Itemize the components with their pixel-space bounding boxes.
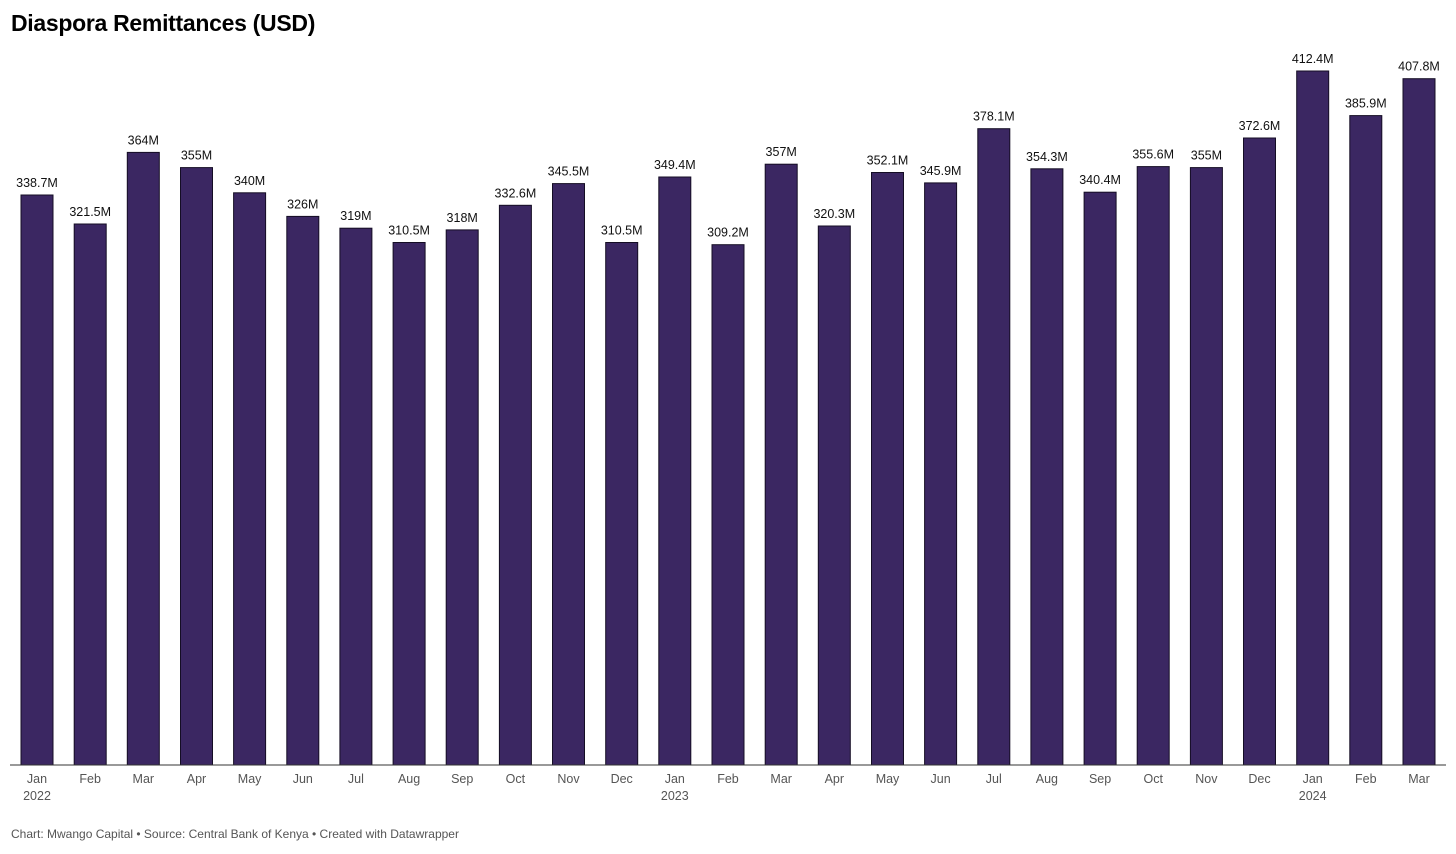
x-year-label-2024: 2024: [1299, 789, 1327, 803]
x-tick-label-19: Aug: [1036, 772, 1058, 786]
x-tick-label-9: Oct: [506, 772, 526, 786]
x-tick-label-5: Jun: [293, 772, 313, 786]
value-label-24: 412.4M: [1292, 52, 1334, 66]
value-label-25: 385.9M: [1345, 97, 1387, 111]
bar-17: [924, 182, 958, 766]
value-label-19: 354.3M: [1026, 150, 1068, 164]
chart-title: Diaspora Remittances (USD): [11, 10, 316, 36]
value-label-3: 355M: [181, 149, 212, 163]
value-label-11: 310.5M: [601, 224, 643, 238]
x-tick-label-14: Mar: [770, 772, 792, 786]
x-tick-label-7: Aug: [398, 772, 420, 786]
x-tick-label-17: Jun: [931, 772, 951, 786]
x-tick-label-8: Sep: [451, 772, 473, 786]
x-tick-label-20: Sep: [1089, 772, 1111, 786]
x-tick-label-21: Oct: [1143, 772, 1163, 786]
value-label-18: 378.1M: [973, 110, 1015, 124]
bar-4: [233, 192, 267, 766]
bar-14: [764, 163, 798, 766]
x-tick-label-25: Feb: [1355, 772, 1377, 786]
bar-21: [1136, 166, 1170, 766]
value-label-9: 332.6M: [495, 186, 537, 200]
chart-footer: Chart: Mwango Capital • Source: Central …: [11, 827, 459, 841]
x-tick-label-4: May: [238, 772, 262, 786]
x-tick-label-24: Jan: [1303, 772, 1323, 786]
bar-9: [498, 204, 532, 766]
value-label-8: 318M: [447, 211, 478, 225]
bar-15: [817, 225, 851, 766]
bar-10: [552, 183, 585, 766]
value-label-23: 372.6M: [1239, 119, 1281, 133]
bar-6: [339, 227, 373, 766]
x-tick-label-13: Feb: [717, 772, 739, 786]
x-tick-label-23: Dec: [1248, 772, 1270, 786]
x-tick-label-10: Nov: [557, 772, 580, 786]
bar-0: [20, 194, 54, 766]
bar-18: [977, 128, 1011, 766]
value-label-4: 340M: [234, 174, 265, 188]
bars-group: [20, 70, 1436, 766]
value-label-20: 340.4M: [1079, 173, 1121, 187]
bar-3: [180, 167, 213, 766]
bar-12: [658, 176, 692, 766]
x-tick-label-1: Feb: [79, 772, 101, 786]
bar-26: [1402, 78, 1436, 766]
value-label-14: 357M: [766, 145, 797, 159]
bar-16: [871, 172, 904, 766]
value-label-16: 352.1M: [867, 154, 909, 168]
value-label-15: 320.3M: [813, 207, 855, 221]
value-label-0: 338.7M: [16, 176, 58, 190]
value-labels-group: 338.7M 321.5M 364M 355M 340M 326M 319M 310.5M 31…: [16, 52, 1440, 240]
value-label-6: 319M: [340, 209, 371, 223]
x-tick-label-11: Dec: [611, 772, 633, 786]
bar-20: [1083, 191, 1117, 766]
x-tick-label-26: Mar: [1408, 772, 1430, 786]
value-label-13: 309.2M: [707, 226, 749, 240]
bar-1: [73, 223, 107, 766]
bar-24: [1296, 70, 1330, 766]
x-tick-label-0: Jan: [27, 772, 47, 786]
x-tick-label-6: Jul: [348, 772, 364, 786]
x-year-label-2023: 2023: [661, 789, 689, 803]
bar-22: [1189, 167, 1223, 766]
x-tick-label-12: Jan: [665, 772, 685, 786]
value-label-12: 349.4M: [654, 158, 696, 172]
bar-5: [286, 215, 320, 766]
x-tick-labels-group: Jan Feb Mar Apr May Jun Jul Aug Sep Oct Nov Dec Jan F…: [23, 772, 1430, 803]
bar-11: [605, 242, 639, 766]
x-tick-label-22: Nov: [1195, 772, 1218, 786]
bar-19: [1030, 168, 1064, 766]
value-label-7: 310.5M: [388, 224, 430, 238]
x-tick-label-16: May: [876, 772, 900, 786]
value-label-2: 364M: [128, 133, 159, 147]
x-tick-label-3: Apr: [187, 772, 206, 786]
bar-8: [445, 229, 479, 766]
value-label-1: 321.5M: [69, 205, 111, 219]
value-label-26: 407.8M: [1398, 60, 1440, 74]
x-year-label-2022: 2022: [23, 789, 51, 803]
value-label-17: 345.9M: [920, 164, 962, 178]
bar-25: [1349, 115, 1383, 766]
x-tick-label-18: Jul: [986, 772, 1002, 786]
x-tick-label-2: Mar: [133, 772, 155, 786]
bar-2: [126, 151, 160, 766]
bar-7: [392, 242, 426, 766]
x-tick-label-15: Apr: [825, 772, 844, 786]
bar-23: [1243, 137, 1276, 766]
value-label-22: 355M: [1191, 149, 1222, 163]
value-label-21: 355.6M: [1132, 148, 1174, 162]
bar-13: [711, 244, 745, 766]
value-label-10: 345.5M: [548, 165, 590, 179]
value-label-5: 326M: [287, 197, 318, 211]
